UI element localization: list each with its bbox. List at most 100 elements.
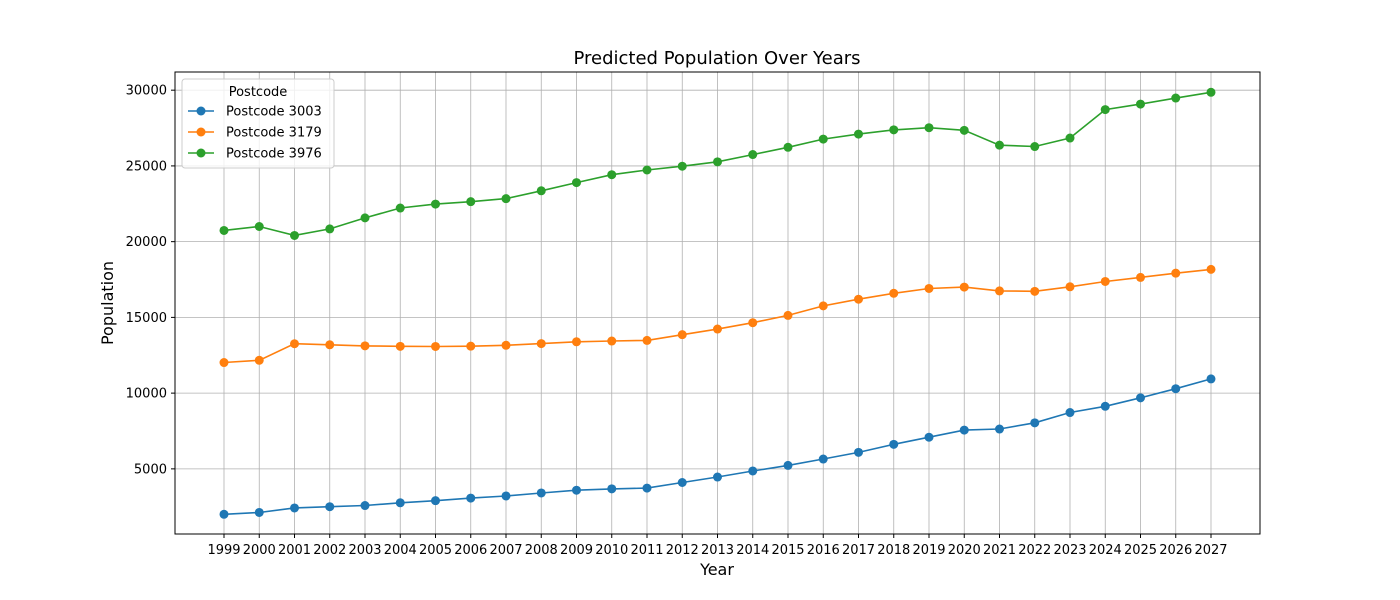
data-point	[1171, 268, 1181, 278]
x-tick-label: 2017	[842, 543, 875, 558]
data-point	[254, 507, 264, 517]
x-tick-label: 2013	[701, 543, 734, 558]
x-tick-label: 2005	[419, 543, 452, 558]
x-tick-label: 2022	[1018, 543, 1051, 558]
data-point	[818, 454, 828, 464]
data-point	[889, 288, 899, 298]
data-point	[748, 466, 758, 476]
data-point	[1206, 87, 1216, 97]
data-point	[748, 318, 758, 328]
data-point	[642, 335, 652, 345]
data-point	[1171, 93, 1181, 103]
data-point	[536, 186, 546, 196]
data-point	[924, 123, 934, 133]
y-tick-label: 25000	[126, 159, 167, 174]
data-point	[572, 178, 581, 188]
x-tick-label: 2009	[560, 543, 593, 558]
data-point	[431, 199, 440, 209]
data-point	[1100, 105, 1110, 115]
legend-title: Postcode	[229, 85, 288, 100]
data-point	[713, 472, 722, 482]
data-point	[783, 142, 793, 152]
data-point	[1065, 408, 1075, 418]
data-point	[360, 213, 370, 223]
data-point	[501, 340, 511, 350]
data-point	[642, 483, 652, 493]
data-point	[1030, 286, 1040, 296]
data-point	[1065, 282, 1075, 292]
data-point	[466, 341, 476, 351]
data-point	[713, 157, 722, 167]
data-point	[924, 283, 934, 293]
data-point	[818, 301, 828, 311]
data-point	[783, 460, 793, 470]
x-tick-label: 2021	[983, 543, 1016, 558]
y-tick-label: 5000	[134, 462, 167, 477]
x-tick-label: 2025	[1124, 543, 1157, 558]
data-point	[748, 150, 758, 160]
data-point	[1030, 418, 1040, 428]
x-tick-label: 2008	[525, 543, 558, 558]
data-point	[1030, 142, 1040, 152]
data-point	[325, 502, 335, 512]
x-tick-label: 2006	[454, 543, 487, 558]
data-point	[854, 129, 863, 139]
data-point	[219, 225, 229, 235]
data-point	[254, 222, 264, 232]
data-point	[607, 484, 617, 494]
data-point	[254, 355, 264, 365]
x-tick-label: 2010	[595, 543, 628, 558]
legend-entry: Postcode 3003	[188, 105, 322, 120]
legend: Postcode Postcode 3003 Postcode 3179 Postc…	[181, 78, 335, 169]
x-tick-label: 2019	[912, 543, 945, 558]
x-tick-label: 2020	[948, 543, 981, 558]
data-point	[501, 491, 511, 501]
legend-label: Postcode 3976	[226, 147, 322, 162]
data-point	[536, 488, 546, 498]
data-point	[395, 341, 405, 351]
data-point	[889, 125, 899, 135]
x-tick-label: 2000	[243, 543, 276, 558]
y-axis-title: Population	[98, 261, 117, 345]
data-point	[995, 286, 1004, 296]
series-postcode-3179	[219, 264, 1216, 368]
data-point	[783, 310, 793, 320]
data-point	[431, 496, 440, 506]
data-point	[889, 439, 899, 449]
data-point	[1206, 374, 1216, 384]
y-tick-label: 15000	[126, 311, 167, 326]
data-point	[572, 485, 581, 495]
x-tick-label: 2027	[1194, 543, 1227, 558]
legend-entry: Postcode 3179	[188, 126, 322, 141]
x-tick-label: 2011	[630, 543, 663, 558]
legend-marker	[196, 127, 206, 137]
data-point	[290, 230, 299, 240]
data-point	[677, 477, 687, 487]
data-point	[219, 509, 229, 519]
data-point	[607, 170, 617, 180]
data-point	[572, 337, 581, 347]
x-axis-title: Year	[699, 560, 734, 579]
data-point	[1136, 272, 1145, 282]
data-point	[959, 282, 969, 292]
legend-marker	[196, 148, 206, 158]
data-point	[466, 197, 476, 207]
data-point	[1206, 264, 1216, 274]
data-point	[1136, 99, 1145, 109]
series-postcode-3976	[219, 87, 1216, 240]
x-tick-label: 2024	[1089, 543, 1122, 558]
legend-label: Postcode 3003	[226, 105, 322, 120]
legend-box	[181, 78, 335, 169]
data-point	[1171, 384, 1181, 394]
data-point	[713, 324, 722, 334]
data-point	[924, 432, 934, 442]
data-point	[959, 125, 969, 135]
x-tick-label: 2001	[278, 543, 311, 558]
x-tick-label: 2018	[877, 543, 910, 558]
data-point	[1100, 276, 1110, 286]
data-point	[325, 224, 335, 234]
x-tick-label: 2012	[666, 543, 699, 558]
data-point	[995, 140, 1004, 150]
x-tick-label: 2014	[736, 543, 769, 558]
